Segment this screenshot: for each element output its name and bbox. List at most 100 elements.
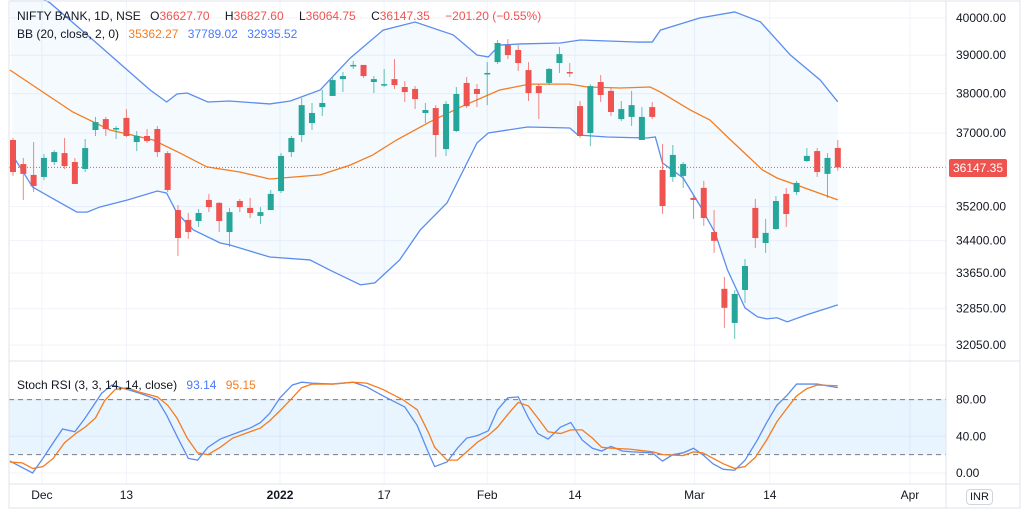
stoch-k-line bbox=[9, 381, 838, 474]
price-tick-label: 32050.00 bbox=[956, 338, 1006, 352]
close-value: 36147.35 bbox=[379, 9, 430, 23]
time-tick-label: 13 bbox=[120, 488, 134, 502]
candle-body-down bbox=[401, 87, 408, 93]
time-tick-label: 17 bbox=[377, 488, 391, 502]
candle-body-up bbox=[669, 154, 676, 177]
candle-body-down bbox=[515, 49, 522, 64]
low-key: L bbox=[298, 9, 306, 23]
candle-body-down bbox=[463, 82, 470, 107]
price-tick-label: 40000.00 bbox=[956, 11, 1006, 25]
time-tick-label: Feb bbox=[477, 488, 498, 502]
candle-body-down bbox=[391, 79, 398, 86]
time-tick-label: 14 bbox=[763, 488, 777, 502]
stoch-band bbox=[9, 399, 946, 456]
candle-body-down bbox=[71, 162, 78, 184]
candle-body-down bbox=[247, 207, 254, 213]
candle-body-down bbox=[144, 135, 151, 142]
candle-body-up bbox=[370, 79, 377, 82]
candle-body-down bbox=[174, 210, 181, 239]
time-tick-label: 14 bbox=[568, 488, 582, 502]
candle-body-down bbox=[752, 207, 759, 239]
candle-body-up bbox=[618, 109, 625, 120]
candle-body-up bbox=[40, 157, 47, 177]
candles bbox=[10, 39, 841, 339]
main-legend: NIFTY BANK, 1D, NSE O36627.70 H36827.60 … bbox=[17, 9, 547, 23]
time-tick-label: 2022 bbox=[267, 488, 294, 502]
symbol-label: NIFTY BANK, 1D, NSE bbox=[17, 9, 141, 23]
candle-body-up bbox=[51, 152, 58, 163]
candle-body-up bbox=[257, 212, 264, 216]
indicator-lines bbox=[9, 0, 946, 474]
candle-body-down bbox=[236, 201, 243, 208]
time-tick-label: Dec bbox=[31, 488, 52, 502]
price-tick-label: 32850.00 bbox=[956, 302, 1006, 316]
candle-body-up bbox=[350, 64, 357, 67]
low-value: 36064.75 bbox=[305, 9, 356, 23]
close-key: C bbox=[371, 9, 380, 23]
candle-body-down bbox=[700, 187, 707, 219]
bb-basis-line bbox=[9, 69, 839, 201]
candle-body-down bbox=[649, 107, 656, 117]
open-key: O bbox=[150, 9, 160, 23]
candle-body-up bbox=[762, 232, 769, 243]
candle-body-up bbox=[92, 122, 99, 131]
bb-label: BB (20, close, 2, 0) bbox=[17, 27, 120, 41]
high-key: H bbox=[224, 9, 234, 23]
candle-body-up bbox=[742, 265, 749, 290]
price-tick-label: 33650.00 bbox=[956, 266, 1006, 280]
open-value: 36627.70 bbox=[159, 9, 210, 23]
stoch-band-fill bbox=[9, 399, 946, 455]
grid bbox=[9, 1, 946, 484]
candle-body-down bbox=[504, 45, 511, 56]
candle-body-down bbox=[690, 197, 697, 200]
price-tick-label: 39000.00 bbox=[956, 48, 1006, 62]
candle-body-down bbox=[783, 193, 790, 215]
stoch-tick-label: 0.00 bbox=[956, 466, 980, 480]
high-value: 36827.60 bbox=[233, 9, 284, 23]
candle-body-up bbox=[298, 105, 305, 135]
candle-body-down bbox=[412, 88, 419, 100]
candle-body-up bbox=[226, 212, 233, 233]
candle-body-down bbox=[360, 64, 367, 77]
candle-body-down bbox=[834, 147, 841, 168]
currency-badge[interactable]: INR bbox=[966, 489, 993, 505]
candle-body-down bbox=[535, 86, 542, 94]
candle-body-up bbox=[82, 148, 89, 169]
candle-body-up bbox=[381, 84, 388, 86]
candle-body-down bbox=[566, 72, 573, 74]
candle-body-up bbox=[772, 201, 779, 230]
candle-body-up bbox=[556, 54, 563, 64]
last-price-label: 36147.35 bbox=[949, 159, 1007, 177]
candle-body-down bbox=[473, 88, 480, 94]
candle-body-up bbox=[484, 72, 491, 75]
candle-body-down bbox=[61, 153, 68, 167]
bb-basis-value: 35362.27 bbox=[128, 27, 179, 41]
candle-body-down bbox=[711, 232, 718, 241]
candle-body-up bbox=[339, 76, 346, 80]
candle-body-up bbox=[546, 68, 553, 83]
stoch-tick-label: 80.00 bbox=[956, 393, 986, 407]
candle-body-up bbox=[494, 42, 501, 63]
stoch-legend[interactable]: Stoch RSI (3, 3, 14, 14, close) 93.14 95… bbox=[17, 378, 262, 392]
price-tick-label: 38000.00 bbox=[956, 87, 1006, 101]
candle-body-up bbox=[133, 135, 140, 143]
candle-body-up bbox=[628, 105, 635, 117]
bb-upper-line bbox=[43, 0, 839, 105]
bb-lower-line bbox=[12, 126, 838, 323]
candle-body-down bbox=[659, 169, 666, 207]
stoch-d-value: 95.15 bbox=[225, 378, 256, 392]
candle-body-down bbox=[577, 106, 584, 136]
candle-body-up bbox=[329, 80, 336, 96]
candle-body-up bbox=[443, 103, 450, 150]
candle-body-down bbox=[123, 117, 130, 136]
candle-body-up bbox=[422, 110, 429, 113]
price-tick-label: 34400.00 bbox=[956, 234, 1006, 248]
candle-body-down bbox=[607, 90, 614, 112]
candle-body-up bbox=[824, 157, 831, 174]
change-value: −201.20 (−0.55%) bbox=[445, 9, 542, 23]
candle-body-down bbox=[205, 199, 212, 208]
stoch-tick-label: 40.00 bbox=[956, 429, 986, 443]
bb-legend[interactable]: BB (20, close, 2, 0) 35362.27 37789.02 3… bbox=[17, 27, 303, 41]
candle-body-up bbox=[793, 182, 800, 193]
